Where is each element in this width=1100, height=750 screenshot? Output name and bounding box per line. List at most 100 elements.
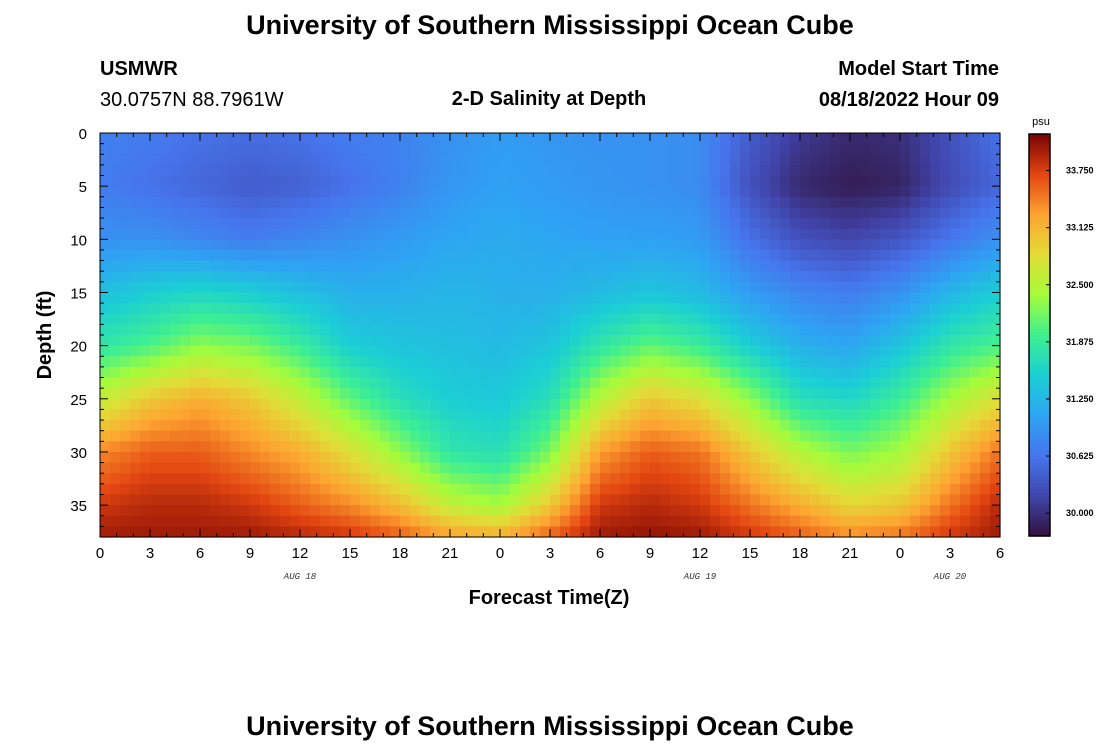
- heatmap-cell: [950, 207, 961, 219]
- heatmap-cell: [180, 505, 191, 517]
- heatmap-cell: [500, 345, 511, 357]
- heatmap-cell: [480, 377, 491, 389]
- colorbar-segment: [1029, 371, 1050, 376]
- heatmap-cell: [530, 281, 541, 294]
- heatmap-cell: [420, 164, 431, 177]
- heatmap-cell: [190, 207, 201, 219]
- x-tick-label: 15: [342, 545, 359, 562]
- heatmap-cell: [360, 260, 371, 272]
- heatmap-cell: [190, 398, 201, 411]
- heatmap-cell: [650, 218, 661, 230]
- heatmap-cell: [590, 515, 601, 527]
- heatmap-cell: [220, 441, 231, 453]
- heatmap-cell: [290, 133, 301, 145]
- heatmap-cell: [690, 143, 701, 155]
- heatmap-cell: [370, 239, 381, 251]
- heatmap-cell: [790, 335, 801, 347]
- heatmap-cell: [210, 239, 221, 251]
- heatmap-cell: [420, 281, 431, 294]
- heatmap-cell: [770, 388, 781, 400]
- heatmap-cell: [760, 430, 771, 442]
- heatmap-cell: [400, 356, 411, 368]
- heatmap-cell: [740, 462, 751, 474]
- heatmap-cell: [740, 281, 751, 294]
- heatmap-cell: [900, 271, 911, 283]
- heatmap-cell: [500, 218, 511, 230]
- y-tick-label: 15: [70, 285, 87, 302]
- heatmap-cell: [750, 324, 761, 336]
- heatmap-cell: [270, 313, 281, 325]
- colorbar-segment: [1029, 234, 1050, 239]
- heatmap-cell: [750, 441, 761, 453]
- heatmap-cell: [690, 505, 701, 517]
- heatmap-cell: [520, 324, 531, 336]
- heatmap-cell: [370, 218, 381, 230]
- heatmap-cell: [110, 526, 121, 538]
- heatmap-cell: [270, 494, 281, 506]
- heatmap-cell: [680, 133, 691, 145]
- heatmap-cell: [590, 196, 601, 209]
- heatmap-cell: [280, 186, 291, 198]
- heatmap-cell: [890, 462, 901, 474]
- heatmap-cell: [360, 154, 371, 166]
- heatmap-cell: [600, 335, 611, 347]
- heatmap-cell: [920, 398, 931, 411]
- heatmap-cell: [870, 441, 881, 453]
- heatmap-cell: [810, 526, 821, 538]
- heatmap-cell: [190, 196, 201, 209]
- heatmap-cell: [550, 420, 561, 432]
- heatmap-cell: [260, 356, 271, 368]
- heatmap-cell: [640, 133, 651, 145]
- heatmap-cell: [650, 164, 661, 177]
- heatmap-cell: [960, 313, 971, 325]
- heatmap-cell: [980, 335, 991, 347]
- colorbar-segment: [1029, 335, 1050, 339]
- heatmap-cell: [370, 494, 381, 506]
- heatmap-cell: [620, 398, 631, 411]
- heatmap-cell: [570, 143, 581, 155]
- heatmap-cell: [430, 207, 441, 219]
- heatmap-cell: [980, 324, 991, 336]
- heatmap-cell: [770, 239, 781, 251]
- heatmap-cell: [260, 526, 271, 538]
- heatmap-cell: [610, 473, 621, 485]
- heatmap-cell: [120, 292, 131, 304]
- heatmap-cell: [620, 388, 631, 400]
- heatmap-cell: [120, 207, 131, 219]
- heatmap-cell: [790, 186, 801, 198]
- heatmap-cell: [890, 388, 901, 400]
- heatmap-cell: [990, 186, 1001, 198]
- heatmap-cell: [870, 303, 881, 315]
- heatmap-cell: [730, 218, 741, 230]
- heatmap-cell: [830, 207, 841, 219]
- heatmap-cell: [300, 207, 311, 219]
- heatmap-cell: [100, 441, 111, 453]
- heatmap-cell: [290, 462, 301, 474]
- heatmap-cell: [990, 292, 1001, 304]
- heatmap-cell: [680, 175, 691, 187]
- heatmap-cell: [660, 228, 671, 240]
- heatmap-cell: [270, 175, 281, 187]
- heatmap-cell: [500, 377, 511, 389]
- heatmap-cell: [240, 483, 251, 496]
- heatmap-cell: [430, 281, 441, 294]
- heatmap-cell: [350, 366, 361, 379]
- heatmap-cell: [530, 483, 541, 496]
- heatmap-cell: [210, 175, 221, 187]
- heatmap-cell: [340, 335, 351, 347]
- heatmap-cell: [190, 281, 201, 294]
- heatmap-cell: [850, 388, 861, 400]
- heatmap-cell: [500, 260, 511, 272]
- heatmap-cell: [490, 218, 501, 230]
- heatmap-cell: [340, 377, 351, 389]
- heatmap-cell: [650, 441, 661, 453]
- heatmap-cell: [690, 526, 701, 538]
- heatmap-cell: [840, 377, 851, 389]
- heatmap-cell: [240, 409, 251, 421]
- heatmap-cell: [290, 154, 301, 166]
- heatmap-cell: [190, 313, 201, 325]
- heatmap-cell: [240, 260, 251, 272]
- heatmap-cell: [940, 239, 951, 251]
- heatmap-cell: [850, 526, 861, 538]
- heatmap-cell: [640, 239, 651, 251]
